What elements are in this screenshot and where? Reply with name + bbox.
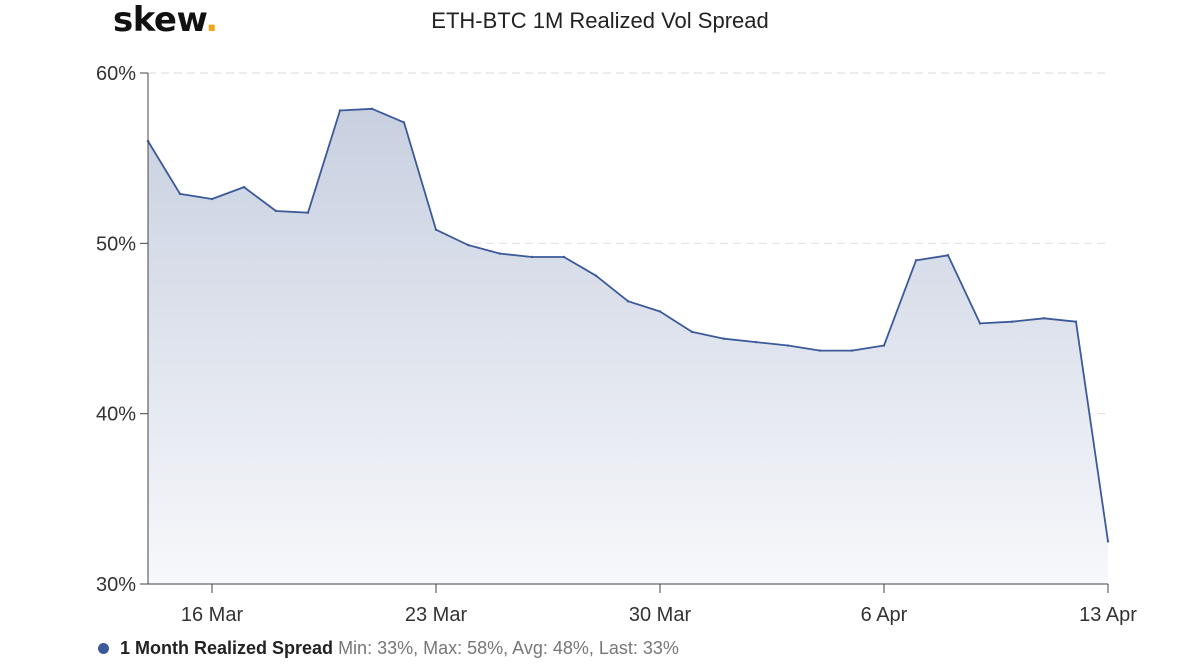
- data-point: [306, 211, 310, 214]
- legend[interactable]: 1 Month Realized Spread Min: 33%, Max: 5…: [98, 638, 679, 659]
- data-point: [178, 192, 182, 196]
- data-point: [1074, 320, 1078, 323]
- logo-dot: .: [205, 0, 218, 40]
- x-tick-label: 6 Apr: [861, 604, 908, 626]
- chart-title: ETH-BTC 1M Realized Vol Spread: [431, 8, 769, 33]
- data-point: [754, 340, 758, 344]
- skew-logo: skew.: [113, 0, 218, 40]
- x-tick-label: 13 Apr: [1079, 604, 1137, 626]
- y-tick-label: 40%: [96, 404, 136, 426]
- y-tick-label: 50%: [96, 233, 136, 255]
- data-point: [274, 209, 278, 213]
- data-point: [562, 255, 566, 259]
- data-point: [946, 254, 950, 257]
- tick-labels: 30% 40% 50% 60% 16 Mar 23 Mar 30 Mar 6 Apr 13 Ap…: [96, 63, 1137, 626]
- x-tick-label: 23 Mar: [405, 604, 468, 626]
- series-area: [146, 107, 1110, 585]
- data-point: [722, 337, 726, 340]
- series-fill: [148, 108, 1108, 585]
- x-tick-label: 30 Mar: [629, 604, 692, 626]
- y-tick-label: 60%: [96, 63, 136, 85]
- axes: [140, 72, 1109, 593]
- data-point: [498, 252, 502, 255]
- data-point: [402, 121, 406, 124]
- data-point: [1010, 320, 1014, 323]
- data-point: [210, 197, 214, 201]
- data-point: [690, 330, 694, 334]
- data-point: [1106, 540, 1110, 543]
- data-point: [1042, 317, 1046, 320]
- data-point: [370, 107, 374, 110]
- y-tick-label: 30%: [96, 574, 136, 596]
- data-point: [338, 109, 342, 112]
- legend-stats: Min: 33%, Max: 58%, Avg: 48%, Last: 33%: [338, 638, 679, 658]
- legend-marker: [98, 642, 109, 654]
- data-point: [242, 185, 246, 189]
- data-point: [786, 344, 790, 347]
- data-point: [594, 274, 598, 277]
- legend-series-name: 1 Month Realized Spread: [120, 638, 334, 658]
- data-point: [818, 349, 822, 352]
- x-tick-label: 16 Mar: [181, 604, 244, 626]
- logo-text: skew: [113, 0, 206, 40]
- data-point: [850, 349, 854, 352]
- data-point: [658, 310, 662, 313]
- data-point: [530, 255, 534, 259]
- data-point: [882, 344, 886, 347]
- data-point: [626, 300, 630, 303]
- data-point: [978, 322, 982, 325]
- data-point: [914, 259, 918, 262]
- data-point: [466, 243, 470, 247]
- data-point: [434, 228, 438, 231]
